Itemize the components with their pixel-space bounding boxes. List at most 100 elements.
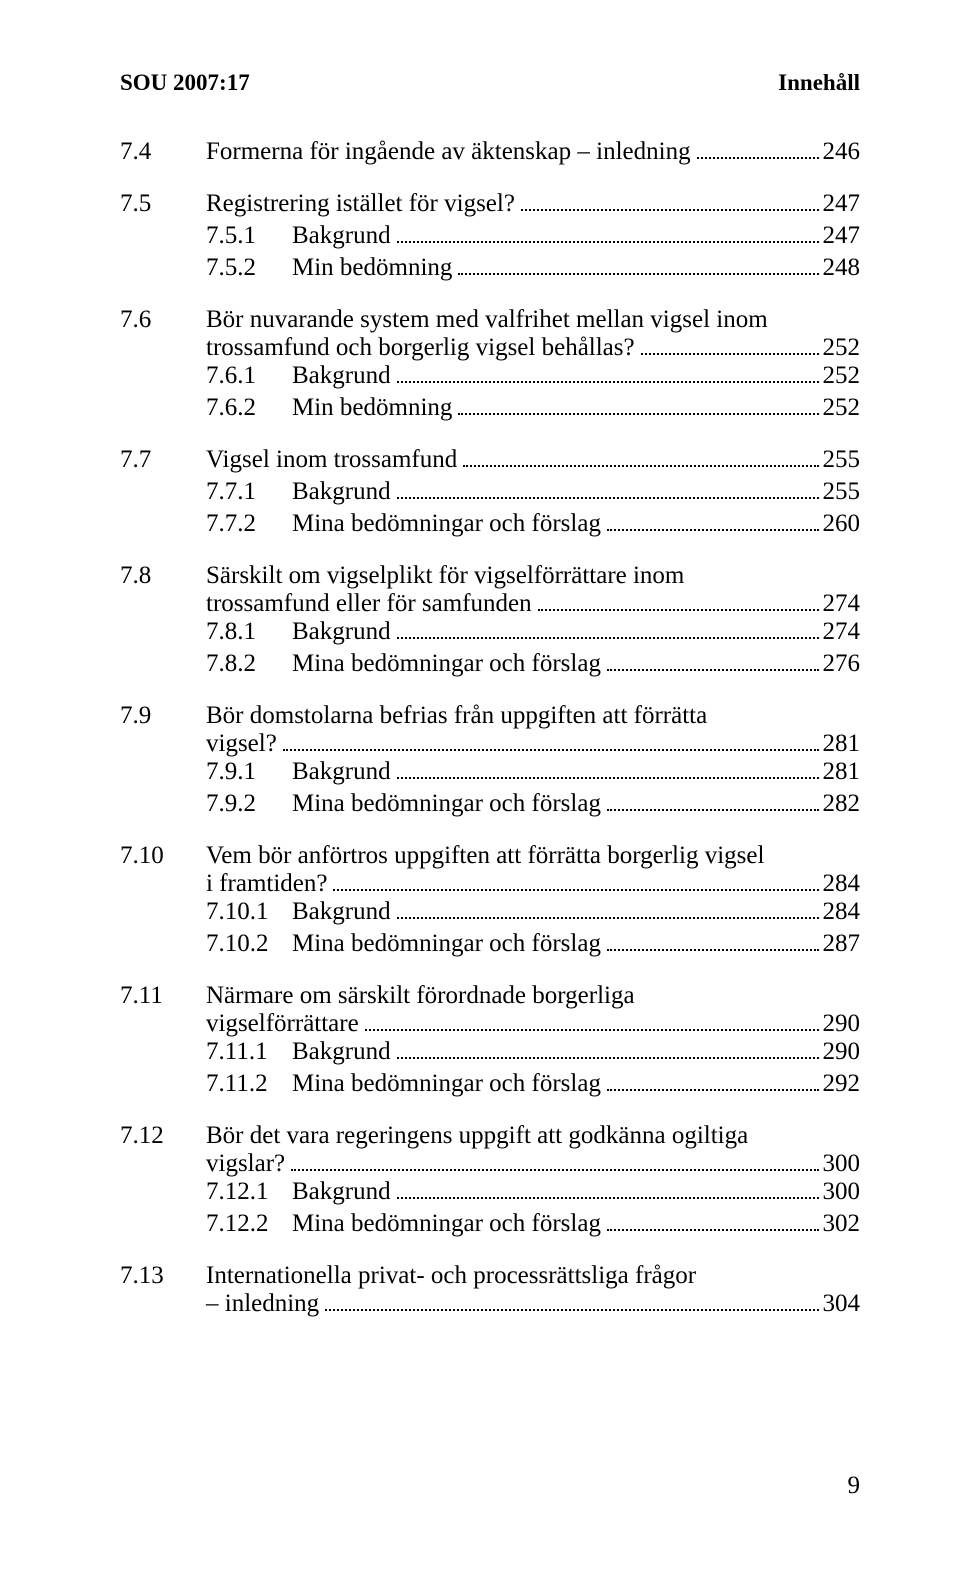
toc-entry-title: Mina bedömningar och förslag: [292, 790, 601, 818]
toc-entry-number: 7.6: [120, 306, 206, 334]
toc-entry-line: Internationella privat- och processrätts…: [206, 1262, 860, 1290]
toc-entry-line: Vem bör anförtros uppgiften att förrätta…: [206, 842, 860, 870]
toc-entry-page: 260: [823, 510, 861, 538]
toc-entry-page: 247: [823, 190, 861, 218]
toc-entry-line: Närmare om särskilt förordnade borgerlig…: [206, 982, 860, 1010]
toc-leader: [397, 777, 819, 779]
page: SOU 2007:17 Innehåll 7.4Formerna för ing…: [0, 0, 960, 1578]
toc-group: 7.12Bör det vara regeringens uppgift att…: [120, 1122, 860, 1238]
toc-entry-title: Bakgrund: [292, 758, 391, 786]
toc-entry: 7.8.2Mina bedömningar och förslag276: [120, 650, 860, 678]
toc-leader: [397, 497, 819, 499]
toc-entry-number: 7.9.2: [206, 790, 292, 818]
toc-leader: [607, 669, 819, 671]
toc-entry: 7.9.2Mina bedömningar och förslag 282: [120, 790, 860, 818]
toc-entry: 7.12.1Bakgrund300: [120, 1178, 860, 1206]
toc-entry-page: 274: [823, 590, 861, 618]
toc-entry-number: 7.10.2: [206, 930, 292, 958]
toc-entry-page: 290: [823, 1010, 861, 1038]
toc-entry-page: 282: [823, 790, 861, 818]
toc-leader: [325, 1309, 818, 1311]
toc-leader: [641, 353, 819, 355]
running-head-left: SOU 2007:17: [120, 70, 250, 96]
toc-leader: [607, 529, 819, 531]
toc-entry-title: – inledning: [206, 1290, 319, 1318]
toc-entry-page: 281: [823, 758, 861, 786]
toc-entry-last-line: – inledning 304: [206, 1290, 860, 1318]
toc-entry: 7.9Bör domstolarna befrias från uppgifte…: [120, 702, 860, 758]
toc-leader: [521, 209, 819, 211]
toc-leader: [397, 637, 819, 639]
toc-leader: [283, 749, 819, 751]
toc-leader: [607, 949, 819, 951]
toc-entry-last-line: vigslar?300: [206, 1150, 860, 1178]
toc-entry: 7.4Formerna för ingående av äktenskap – …: [120, 138, 860, 166]
toc-entry-page: 290: [823, 1038, 861, 1066]
toc-entry: 7.5.2Min bedömning 248: [120, 254, 860, 282]
toc-entry-last-line: i framtiden?284: [206, 870, 860, 898]
toc-entry-number: 7.5.2: [206, 254, 292, 282]
toc-entry-title: Vigsel inom trossamfund: [206, 446, 457, 474]
toc-entry-title: vigsel?: [206, 730, 277, 758]
toc-entry-title: Mina bedömningar och förslag: [292, 930, 601, 958]
toc-entry-line: Bör det vara regeringens uppgift att god…: [206, 1122, 860, 1150]
toc-entry: 7.7Vigsel inom trossamfund255: [120, 446, 860, 474]
toc-entry-title: Bakgrund: [292, 898, 391, 926]
running-head-right: Innehåll: [778, 70, 860, 96]
toc-leader: [333, 889, 818, 891]
toc-entry: 7.11.2Mina bedömningar och förslag292: [120, 1070, 860, 1098]
toc-entry-page: 287: [823, 930, 861, 958]
toc-entry-title: Mina bedömningar och förslag: [292, 650, 601, 678]
toc-entry: 7.9.1Bakgrund281: [120, 758, 860, 786]
toc-group: 7.10Vem bör anförtros uppgiften att förr…: [120, 842, 860, 958]
toc-entry-number: 7.8: [120, 562, 206, 590]
toc-leader: [397, 241, 819, 243]
toc-entry-page: 304: [823, 1290, 861, 1318]
toc-entry: 7.12.2Mina bedömningar och förslag302: [120, 1210, 860, 1238]
toc-entry-text: Bör nuvarande system med valfrihet mella…: [206, 306, 860, 362]
toc-entry-number: 7.7.2: [206, 510, 292, 538]
toc-entry-number: 7.11.1: [206, 1038, 292, 1066]
toc-entry-title: trossamfund och borgerlig vigsel behålla…: [206, 334, 635, 362]
toc-entry-text: Bör domstolarna befrias från uppgiften a…: [206, 702, 860, 758]
toc-entry-number: 7.9: [120, 702, 206, 730]
toc-entry-page: 284: [823, 898, 861, 926]
toc-entry-title: Bakgrund: [292, 618, 391, 646]
toc-entry-page: 255: [823, 478, 861, 506]
toc-entry: 7.10Vem bör anförtros uppgiften att förr…: [120, 842, 860, 898]
toc-entry-title: Min bedömning: [292, 394, 452, 422]
toc-leader: [397, 917, 819, 919]
toc-entry: 7.12Bör det vara regeringens uppgift att…: [120, 1122, 860, 1178]
toc-group: 7.7Vigsel inom trossamfund2557.7.1Bakgru…: [120, 446, 860, 538]
toc-entry-title: trossamfund eller för samfunden: [206, 590, 532, 618]
toc-leader: [458, 413, 818, 415]
toc-leader: [365, 1029, 819, 1031]
toc-entry: 7.6.2Min bedömning252: [120, 394, 860, 422]
toc-entry: 7.5.1Bakgrund247: [120, 222, 860, 250]
toc-entry-number: 7.8.2: [206, 650, 292, 678]
table-of-contents: 7.4Formerna för ingående av äktenskap – …: [120, 138, 860, 1318]
toc-entry-line: Bör nuvarande system med valfrihet mella…: [206, 306, 860, 334]
toc-entry: 7.10.2Mina bedömningar och förslag 287: [120, 930, 860, 958]
toc-entry-last-line: trossamfund eller för samfunden 274: [206, 590, 860, 618]
toc-entry-number: 7.11.2: [206, 1070, 292, 1098]
toc-group: 7.9Bör domstolarna befrias från uppgifte…: [120, 702, 860, 818]
toc-entry-line: Bör domstolarna befrias från uppgiften a…: [206, 702, 860, 730]
toc-entry: 7.8.1Bakgrund274: [120, 618, 860, 646]
toc-leader: [397, 381, 819, 383]
page-number: 9: [848, 1472, 861, 1500]
toc-entry-page: 255: [823, 446, 861, 474]
toc-entry-title: Bakgrund: [292, 362, 391, 390]
toc-entry-page: 292: [823, 1070, 861, 1098]
toc-entry-number: 7.6.1: [206, 362, 292, 390]
toc-entry-number: 7.10: [120, 842, 206, 870]
toc-entry-title: Min bedömning: [292, 254, 452, 282]
toc-entry-title: Formerna för ingående av äktenskap – inl…: [206, 138, 691, 166]
toc-entry-number: 7.4: [120, 138, 206, 166]
toc-leader: [463, 465, 818, 467]
toc-entry: 7.6Bör nuvarande system med valfrihet me…: [120, 306, 860, 362]
toc-entry-title: vigselförrättare: [206, 1010, 359, 1038]
toc-leader: [397, 1197, 819, 1199]
toc-entry-page: 248: [823, 254, 861, 282]
toc-group: 7.13Internationella privat- och processr…: [120, 1262, 860, 1318]
